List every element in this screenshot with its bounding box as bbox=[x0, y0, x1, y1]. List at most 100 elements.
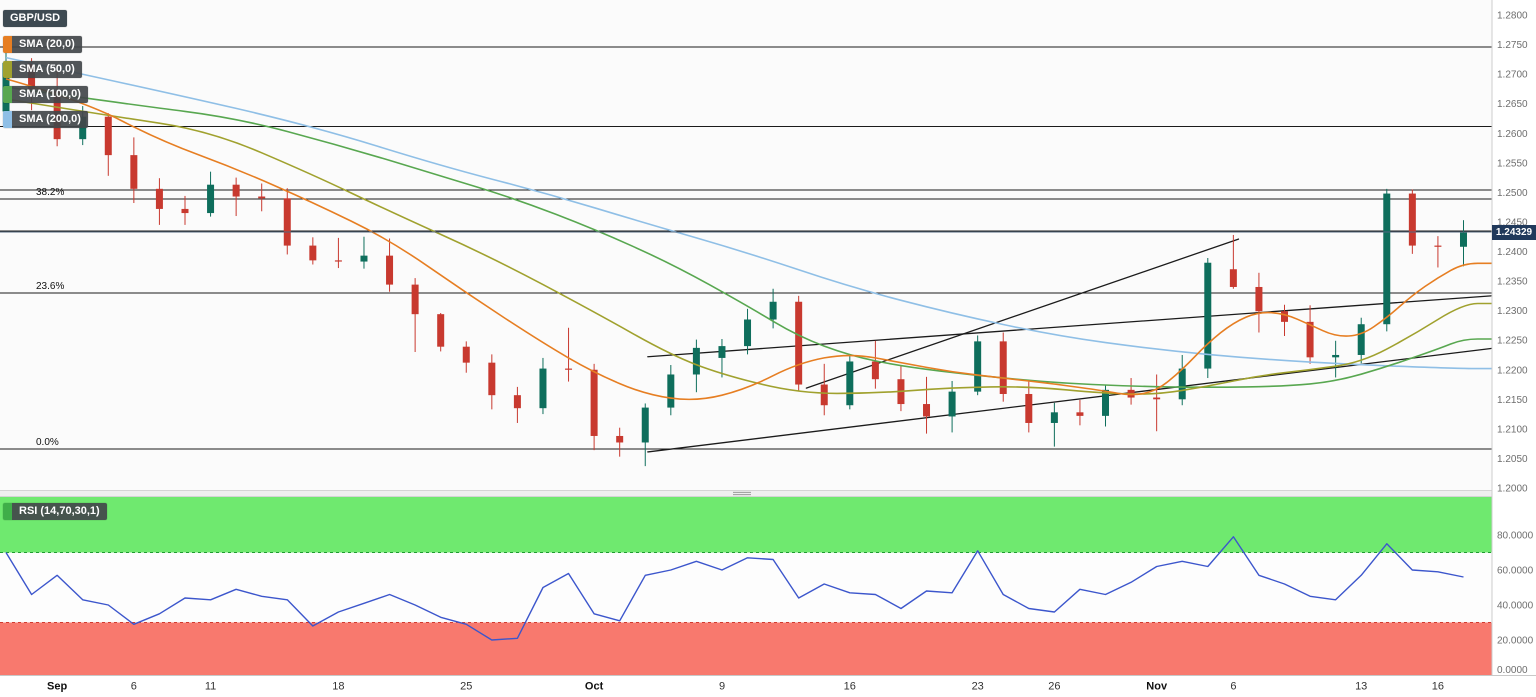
candle-body bbox=[104, 116, 112, 156]
candle-body bbox=[1229, 269, 1237, 287]
price-axis-label: 1.2650 bbox=[1497, 99, 1528, 110]
rsi-oversold-zone bbox=[0, 622, 1492, 675]
time-axis-bg bbox=[0, 675, 1536, 697]
candle-body bbox=[641, 407, 649, 443]
sma-20-badge[interactable]: SMA (20,0) bbox=[3, 36, 82, 53]
last-price-badge: 1.24329 bbox=[1492, 225, 1536, 240]
main-panel-bg bbox=[0, 0, 1536, 490]
candle-body bbox=[871, 361, 879, 380]
sma-200-line bbox=[5, 56, 1492, 370]
time-axis-label: 23 bbox=[972, 681, 984, 693]
candle-body bbox=[1459, 232, 1467, 247]
price-axis-bg bbox=[1492, 0, 1536, 675]
sma-50-label: SMA (50,0) bbox=[12, 61, 82, 78]
candle-body bbox=[718, 346, 726, 358]
sma-100-badge[interactable]: SMA (100,0) bbox=[3, 86, 88, 103]
sma-50-badge[interactable]: SMA (50,0) bbox=[3, 61, 82, 78]
sma-20-label: SMA (20,0) bbox=[12, 36, 82, 53]
candle-body bbox=[1102, 389, 1110, 416]
price-axis-label: 1.2450 bbox=[1497, 217, 1528, 228]
price-axis-label: 1.2550 bbox=[1497, 158, 1528, 169]
time-axis-label: 16 bbox=[1432, 681, 1444, 693]
rsi-overbought-zone bbox=[0, 497, 1492, 553]
candle-body bbox=[846, 361, 854, 406]
price-axis-label: 1.2600 bbox=[1497, 129, 1528, 140]
price-axis-label: 1.2750 bbox=[1497, 40, 1528, 51]
candle-body bbox=[692, 347, 700, 375]
time-axis-label: 6 bbox=[1230, 681, 1236, 693]
candle-body bbox=[1178, 368, 1186, 400]
time-axis-label: 18 bbox=[332, 681, 344, 693]
candle-body bbox=[130, 155, 138, 189]
sma-20-line bbox=[5, 78, 1492, 401]
rsi-axis-label: 20.0000 bbox=[1497, 636, 1534, 647]
rsi-axis-label: 80.0000 bbox=[1497, 531, 1534, 542]
candle-body bbox=[411, 284, 419, 315]
candle-body bbox=[539, 368, 547, 409]
price-axis-label: 1.2300 bbox=[1497, 306, 1528, 317]
time-axis-label: 11 bbox=[205, 681, 216, 693]
rsi-axis-label: 40.0000 bbox=[1497, 601, 1534, 612]
candle-body bbox=[1076, 412, 1084, 416]
price-axis-label: 1.2350 bbox=[1497, 277, 1528, 288]
sma-200-color-swatch bbox=[3, 111, 12, 128]
sma-50-color-swatch bbox=[3, 61, 12, 78]
sma-100-label: SMA (100,0) bbox=[12, 86, 88, 103]
candle-body bbox=[283, 198, 291, 246]
sma-50-line bbox=[5, 98, 1492, 395]
candle-body bbox=[999, 341, 1007, 394]
rsi-indicator-badge[interactable]: RSI (14,70,30,1) bbox=[3, 503, 107, 520]
sma-100-line bbox=[5, 86, 1492, 388]
symbol-label: GBP/USD bbox=[3, 10, 68, 27]
candle-body bbox=[437, 314, 445, 347]
candle-body bbox=[360, 255, 368, 262]
candle-body bbox=[1281, 311, 1288, 322]
trendline bbox=[647, 295, 1492, 358]
fib-level-label: 38.2% bbox=[36, 187, 64, 198]
time-axis-label: 26 bbox=[1048, 681, 1060, 693]
candle-body bbox=[1153, 397, 1161, 400]
candle-body bbox=[334, 260, 342, 262]
sma-100-color-swatch bbox=[3, 86, 12, 103]
price-axis-label: 1.2500 bbox=[1497, 188, 1528, 199]
candle-body bbox=[565, 368, 573, 370]
trendline bbox=[647, 347, 1492, 453]
price-axis-label: 1.2100 bbox=[1497, 424, 1528, 435]
price-axis-label: 1.2050 bbox=[1497, 454, 1528, 465]
candle-body bbox=[820, 384, 828, 406]
time-axis-label: 6 bbox=[131, 681, 137, 693]
time-axis-label: Nov bbox=[1146, 681, 1168, 693]
time-axis-label: 25 bbox=[460, 681, 472, 693]
sma-200-badge[interactable]: SMA (200,0) bbox=[3, 111, 88, 128]
candle-body bbox=[948, 391, 956, 417]
panel-resize-handle[interactable] bbox=[733, 491, 751, 496]
candle-body bbox=[769, 301, 777, 320]
candle-body bbox=[1383, 193, 1391, 325]
fib-level-label: 0.0% bbox=[36, 437, 59, 448]
sma-20-color-swatch bbox=[3, 36, 12, 53]
candle-body bbox=[488, 362, 496, 396]
candle-body bbox=[207, 184, 215, 214]
candle-body bbox=[258, 196, 266, 199]
candle-body bbox=[1050, 412, 1058, 423]
rsi-line bbox=[5, 536, 1464, 641]
time-axis-label: 9 bbox=[719, 681, 725, 693]
time-axis-label: Sep bbox=[47, 681, 67, 693]
rsi-label: RSI (14,70,30,1) bbox=[12, 503, 107, 520]
rsi-color-swatch bbox=[3, 503, 12, 520]
sma-200-label: SMA (200,0) bbox=[12, 111, 88, 128]
rsi-axis-label: 0.0000 bbox=[1497, 665, 1528, 676]
candle-body bbox=[616, 435, 624, 443]
candle-body bbox=[1204, 262, 1212, 369]
candle-body bbox=[1255, 286, 1263, 312]
price-axis-label: 1.2800 bbox=[1497, 11, 1528, 22]
candle-body bbox=[232, 184, 240, 197]
symbol-badge[interactable]: GBP/USD bbox=[3, 10, 68, 27]
candle-body bbox=[795, 301, 803, 385]
time-axis-label: Oct bbox=[585, 681, 604, 693]
candle-body bbox=[1408, 193, 1416, 246]
price-axis-label: 1.2200 bbox=[1497, 365, 1528, 376]
candle-body bbox=[974, 341, 982, 392]
